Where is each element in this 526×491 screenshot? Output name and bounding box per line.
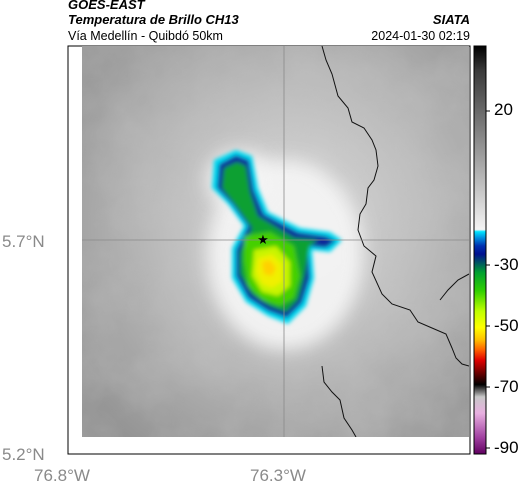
colorbar	[473, 45, 487, 455]
lat-tick-label: 5.7°N	[2, 232, 45, 251]
lat-tick-label: 5.2°N	[2, 445, 45, 464]
product-title: Temperatura de Brillo CH13	[68, 12, 239, 27]
colorbar-tick-label: -50	[494, 316, 519, 335]
lon-tick-label: 76.8°W	[34, 466, 90, 485]
colorbar-ticks	[486, 110, 490, 449]
colorbar-tick-label: -70	[494, 377, 519, 396]
colorbar-tick-label: 20	[494, 100, 513, 119]
lon-tick-label: 76.3°W	[250, 466, 306, 485]
border-lines	[321, 46, 469, 437]
agency-label: SIATA	[432, 12, 470, 27]
satellite-title: GOES-EAST	[68, 0, 145, 12]
colorbar-tick-label: -30	[494, 255, 519, 274]
region-label: Vía Medellín - Quibdó 50km	[68, 29, 223, 43]
storm-cell	[212, 150, 342, 324]
timestamp-label: 2024-01-30 02:19	[371, 29, 470, 43]
star-icon: ★	[257, 233, 269, 248]
map-image: ★	[82, 46, 469, 437]
colorbar-tick-label: -90	[494, 438, 519, 457]
